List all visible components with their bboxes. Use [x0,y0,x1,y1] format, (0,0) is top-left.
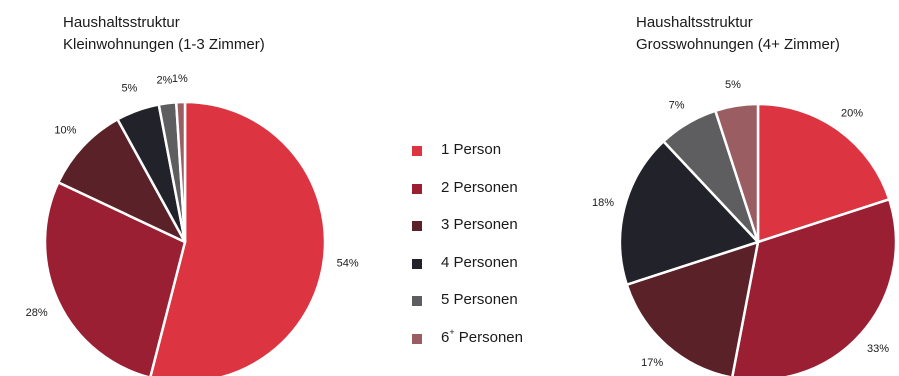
legend-label: 3 Personen [441,215,518,235]
legend-swatch [412,146,422,156]
slice-value-label: 54% [337,258,359,270]
slice-value-label: 33% [867,343,889,355]
slice-value-label: 1% [172,73,188,85]
legend-swatch [412,334,422,344]
pie-chart-kleinwohnungen: 54% 28% 10% 5% 2% 1% [26,73,359,376]
slice-value-label: 5% [121,83,137,95]
slice-value-label: 7% [669,99,685,111]
legend-swatch [412,259,422,269]
slice-value-label: 18% [592,197,614,209]
legend-swatch [412,296,422,306]
legend-label: 6+ Personen [441,328,523,348]
legend-swatch [412,184,422,194]
legend-label: 4 Personen [441,253,518,273]
legend-label: 5 Personen [441,290,518,310]
slice-value-label: 10% [54,125,76,137]
legend-label: 1 Person [441,140,501,160]
slice-value-label: 2% [156,74,172,86]
legend-label: 2 Personen [441,178,518,198]
slice-value-label: 5% [725,79,741,91]
slice-value-label: 17% [641,357,663,369]
slice-value-label: 28% [26,307,48,319]
slice-value-label: 20% [841,108,863,120]
pie-chart-grosswohnungen: 20% 33% 17% 18% 7% 5% [592,79,896,376]
legend-swatch [412,221,422,231]
